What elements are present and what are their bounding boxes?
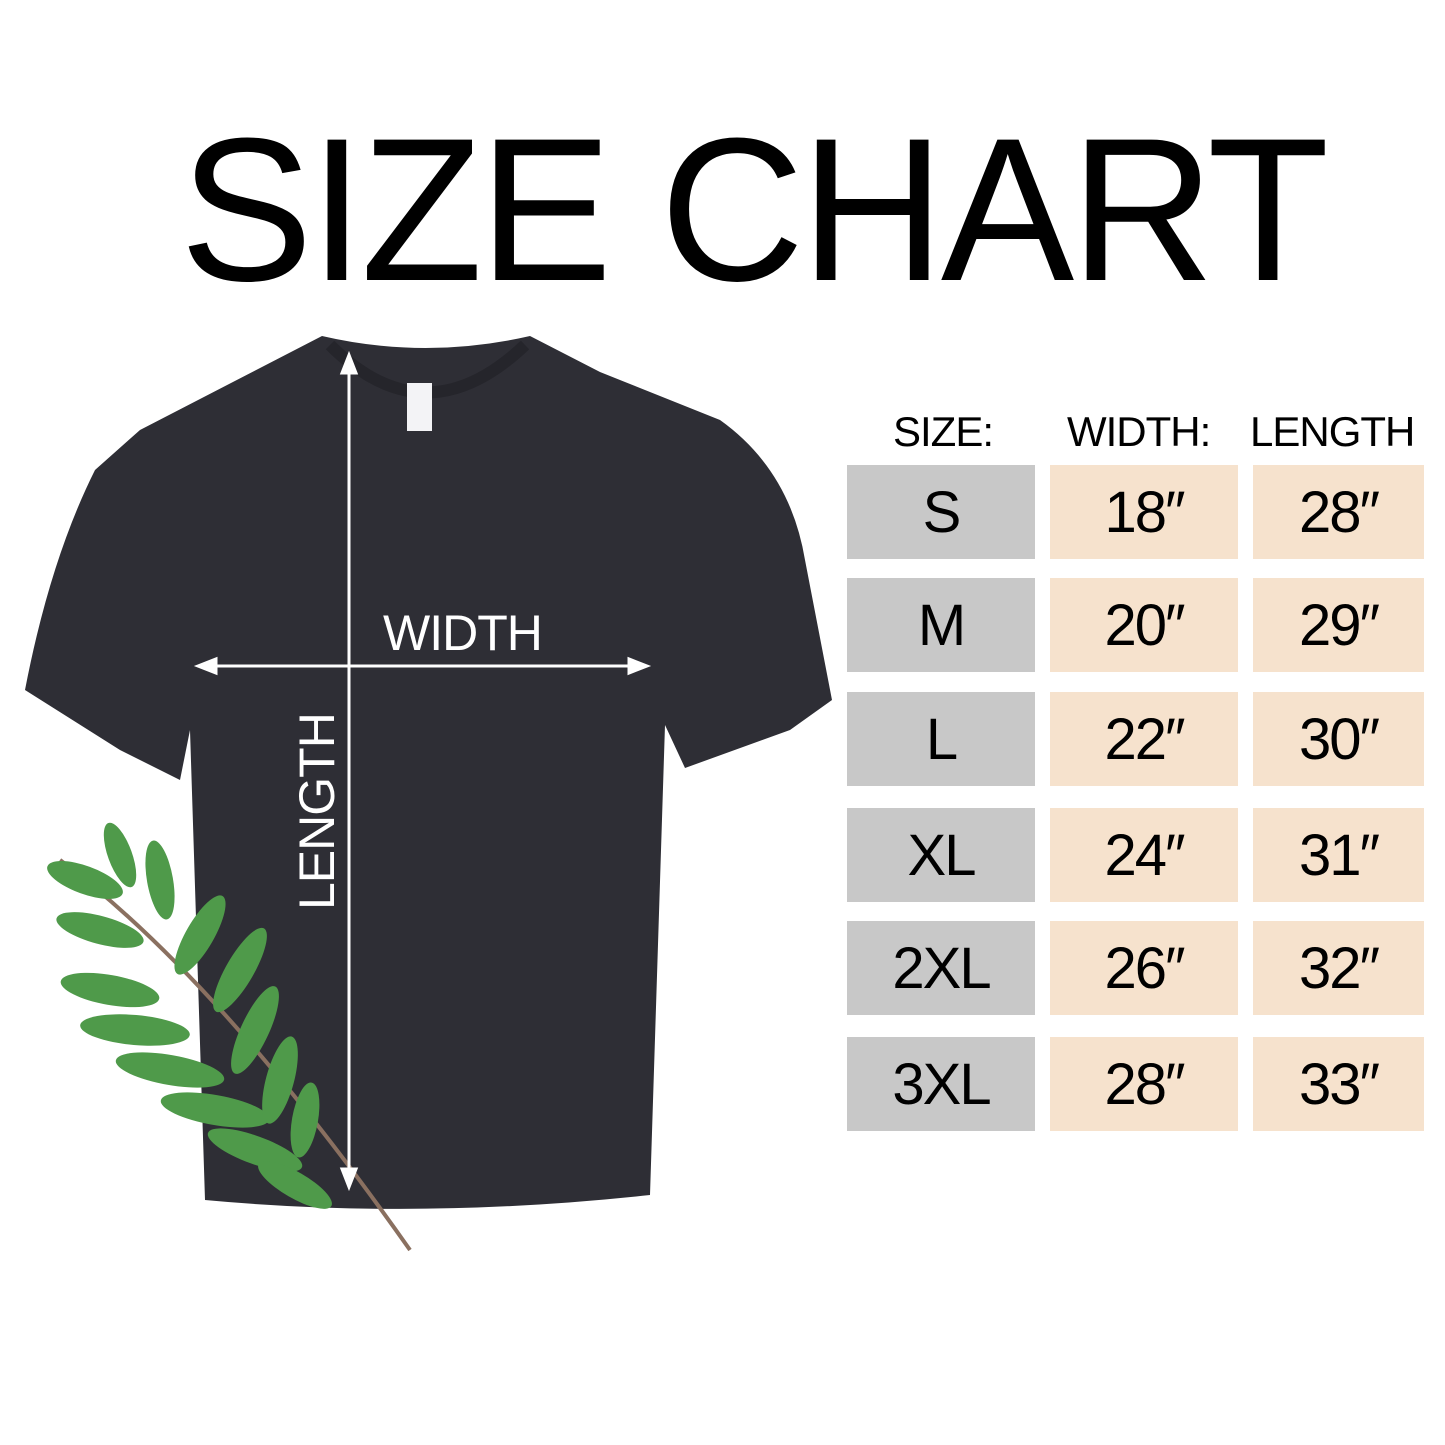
- length-cell: 33″: [1253, 1037, 1424, 1131]
- tshirt-tag: [407, 383, 432, 431]
- leaf-branch-image: [47, 822, 412, 1252]
- length-cell: 31″: [1253, 808, 1424, 902]
- header-size: SIZE:: [893, 408, 994, 455]
- width-cell: 20″: [1050, 578, 1238, 672]
- length-cell: 29″: [1253, 578, 1424, 672]
- width-cell: 26″: [1050, 921, 1238, 1015]
- size-cell: 3XL: [847, 1037, 1035, 1131]
- header-width: WIDTH:: [1067, 408, 1211, 455]
- length-label: LENGTH: [289, 713, 345, 910]
- length-cell: 32″: [1253, 921, 1424, 1015]
- size-cell: S: [847, 465, 1035, 559]
- width-arrow: [193, 656, 652, 676]
- length-cell: 28″: [1253, 465, 1424, 559]
- width-label: WIDTH: [383, 605, 543, 661]
- length-arrow: [339, 350, 359, 1192]
- length-cell: 30″: [1253, 692, 1424, 786]
- size-cell: L: [847, 692, 1035, 786]
- size-cell: M: [847, 578, 1035, 672]
- width-cell: 22″: [1050, 692, 1238, 786]
- width-cell: 24″: [1050, 808, 1238, 902]
- width-cell: 18″: [1050, 465, 1238, 559]
- header-length: LENGTH: [1250, 408, 1415, 455]
- size-cell: 2XL: [847, 921, 1035, 1015]
- size-cell: XL: [847, 808, 1035, 902]
- page-title: SIZE CHART: [179, 96, 1330, 324]
- tshirt-image: [25, 336, 832, 1252]
- width-cell: 28″: [1050, 1037, 1238, 1131]
